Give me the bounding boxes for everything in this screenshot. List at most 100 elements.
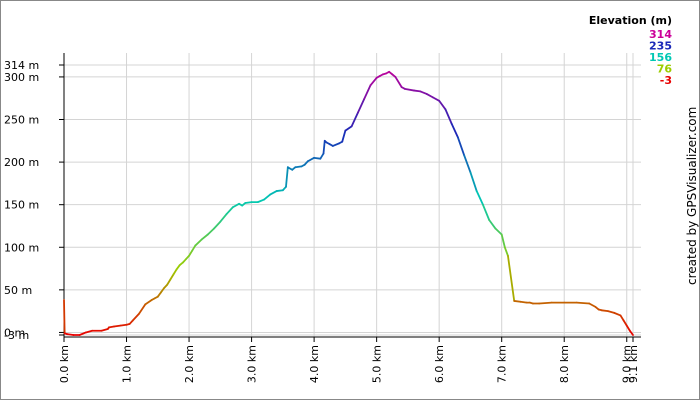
x-tick-label: 1.0 km bbox=[121, 345, 134, 383]
elevation-segment bbox=[319, 152, 325, 160]
elevation-segment bbox=[213, 220, 222, 230]
elevation-segment bbox=[84, 329, 94, 334]
elevation-segment bbox=[294, 165, 303, 169]
y-tick-label: 150 m bbox=[4, 199, 39, 212]
y-tick-label: -3 m bbox=[4, 329, 29, 342]
x-tick-label: 4.0 km bbox=[308, 345, 321, 383]
elevation-segment bbox=[519, 300, 528, 304]
elevation-segment bbox=[313, 156, 322, 160]
legend-value: -3 bbox=[660, 74, 672, 87]
elevation-segment bbox=[413, 89, 422, 93]
elevation-segment bbox=[275, 189, 284, 192]
elevation-segment bbox=[113, 324, 122, 328]
elevation-segment bbox=[432, 96, 441, 102]
elevation-segment bbox=[503, 246, 509, 257]
elevation-segment bbox=[425, 93, 434, 99]
elevation-segment bbox=[66, 333, 75, 336]
elevation-segment bbox=[444, 108, 453, 125]
elevation-line bbox=[63, 70, 634, 336]
elevation-segment bbox=[507, 254, 516, 302]
elevation-segment bbox=[263, 193, 272, 201]
x-tick-label: 8.0 km bbox=[558, 345, 571, 383]
elevation-segment bbox=[188, 249, 194, 257]
elevation-segment bbox=[344, 125, 353, 132]
elevation-segment bbox=[628, 329, 634, 336]
elevation-segment bbox=[622, 319, 628, 327]
elevation-segment bbox=[613, 311, 622, 317]
elevation-segment bbox=[131, 312, 140, 322]
grid-lines bbox=[63, 53, 641, 337]
elevation-segment bbox=[538, 301, 553, 305]
credit-text: created by GPSVisualizer.com bbox=[685, 107, 699, 285]
legend-title: Elevation (m) bbox=[589, 14, 672, 27]
elevation-segment bbox=[482, 203, 491, 221]
elevation-segment bbox=[625, 324, 631, 332]
x-tick-label: 3.0 km bbox=[246, 345, 259, 383]
elevation-segment bbox=[619, 314, 625, 322]
elevation-segment bbox=[306, 156, 316, 163]
elevation-segment bbox=[166, 278, 172, 286]
x-tick-labels: 0.0 km 1.0 km 2.0 km 3.0 km 4.0 km 5.0 km 6.0 … bbox=[58, 337, 640, 383]
elevation-segment bbox=[419, 90, 428, 95]
elevation-segment bbox=[138, 303, 147, 315]
y-tick-label: 300 m bbox=[4, 71, 39, 84]
elevation-segment bbox=[331, 142, 341, 147]
elevation-segment bbox=[341, 129, 347, 143]
elevation-segment bbox=[463, 154, 472, 174]
elevation-segment bbox=[369, 76, 378, 87]
elevation-segment bbox=[500, 233, 506, 249]
legend-value: 156 bbox=[649, 51, 672, 64]
elevation-segment bbox=[144, 299, 153, 306]
elevation-segment bbox=[285, 166, 289, 188]
elevation-segment bbox=[356, 98, 366, 114]
x-tick-label: 7.0 km bbox=[496, 345, 509, 383]
elevation-segment bbox=[513, 300, 522, 303]
y-tick-label: 250 m bbox=[4, 114, 39, 127]
x-tick-label: 9.1 km bbox=[627, 345, 640, 383]
elevation-segment bbox=[438, 99, 447, 111]
x-tick-label: 6.0 km bbox=[433, 345, 446, 383]
elevation-segment bbox=[469, 171, 478, 192]
elevation-segment bbox=[172, 268, 178, 276]
elevation-segment bbox=[475, 190, 484, 206]
y-tick-label: 50 m bbox=[4, 284, 32, 297]
y-tick-label: 0 m bbox=[4, 326, 25, 339]
elevation-segment bbox=[450, 122, 459, 139]
y-tick-label: 314 m bbox=[4, 59, 39, 72]
elevation-segment bbox=[78, 331, 87, 336]
elevation-segment bbox=[256, 198, 265, 204]
elevation-segment bbox=[588, 302, 597, 308]
y-tick-label: 100 m bbox=[4, 241, 39, 254]
elevation-segment bbox=[575, 301, 591, 305]
elevation-segment bbox=[63, 299, 66, 335]
elevation-segment bbox=[607, 310, 616, 314]
x-tick-label: 2.0 km bbox=[183, 345, 196, 383]
legend-value: 235 bbox=[649, 40, 672, 53]
elevation-segment bbox=[494, 227, 503, 236]
elevation-segment bbox=[322, 139, 326, 155]
x-tick-label: 9.0 km bbox=[621, 345, 634, 383]
elevation-segment bbox=[200, 233, 209, 241]
elevation-segment bbox=[269, 190, 278, 196]
elevation-segment bbox=[457, 136, 466, 157]
x-tick-label: 5.0 km bbox=[371, 345, 384, 383]
elevation-segment bbox=[225, 206, 234, 215]
elevation-segment bbox=[191, 244, 197, 252]
elevation-segment bbox=[350, 111, 359, 128]
x-tick-label: 0.0 km bbox=[58, 345, 71, 383]
elevation-segment bbox=[363, 84, 372, 100]
elevation-segment bbox=[119, 323, 128, 327]
elevation-segment bbox=[219, 213, 228, 223]
axes bbox=[63, 53, 641, 338]
elevation-segment bbox=[600, 309, 609, 313]
elevation-segment bbox=[206, 227, 215, 236]
elevation-segment bbox=[394, 76, 403, 89]
elevation-segment bbox=[194, 238, 203, 247]
elevation-segment bbox=[100, 328, 109, 332]
elevation-segment bbox=[169, 273, 175, 281]
elevation-segment bbox=[403, 87, 416, 92]
legend-value: 76 bbox=[657, 63, 673, 76]
